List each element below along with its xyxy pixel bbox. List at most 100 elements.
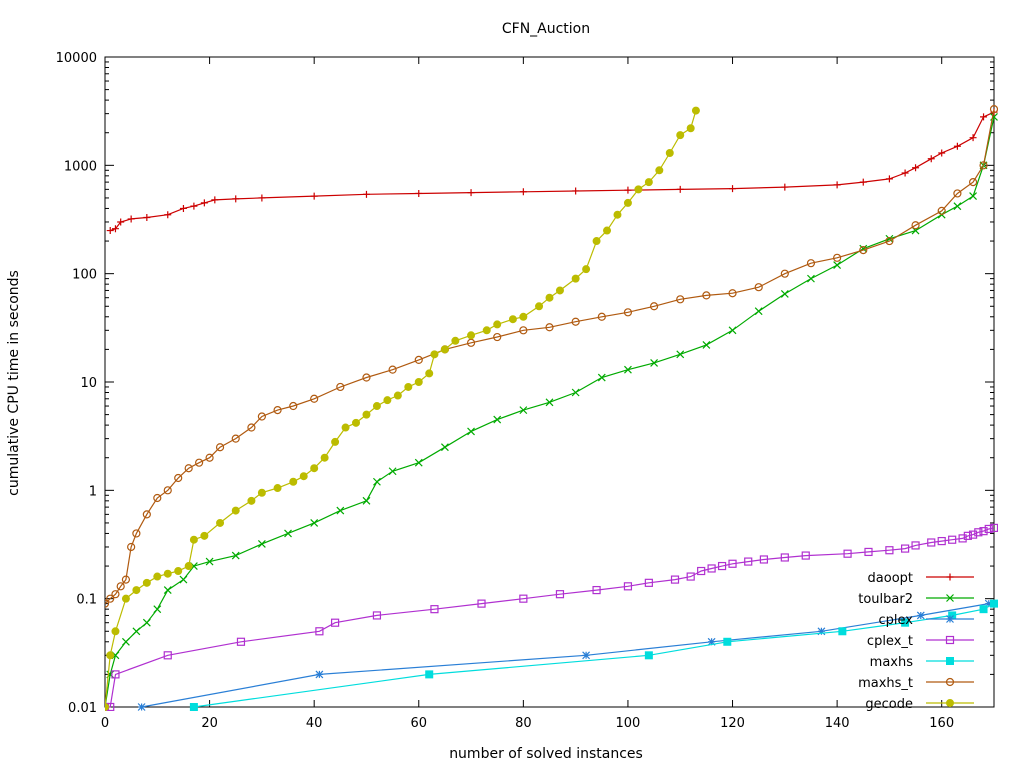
data-point-toulbar2 [362, 496, 371, 505]
data-point-maxhs [901, 618, 910, 627]
data-point-gecode [352, 418, 361, 427]
data-point-maxhs_t [649, 302, 659, 311]
data-point-cplex_t [477, 599, 486, 608]
data-point-maxhs_t [545, 323, 554, 332]
data-point-gecode [644, 178, 653, 187]
data-point-daoopt [912, 164, 920, 172]
data-point-maxhs_t [911, 221, 920, 230]
series-line-maxhs_t [105, 109, 995, 605]
data-point-cplex_t [686, 572, 695, 581]
data-point-daoopt [143, 213, 151, 221]
data-point-gecode [535, 302, 544, 311]
data-point-daoopt [211, 196, 219, 204]
data-point-cplex [315, 670, 324, 679]
data-point-maxhs_t [597, 312, 606, 321]
data-point-cplex_t [372, 611, 382, 620]
data-point-gecode [310, 464, 319, 473]
data-point-daoopt [980, 113, 988, 121]
x-tick-label: 140 [825, 716, 850, 731]
legend-marker-daoopt [946, 573, 954, 581]
series-line-cplex [141, 603, 989, 708]
data-point-maxhs_t [111, 590, 120, 599]
data-point-daoopt [106, 227, 114, 235]
chart-title: CFN_Auction [502, 21, 590, 37]
data-point-maxhs_t [623, 308, 633, 317]
legend-marker-cplex_t [945, 635, 955, 645]
series-gecode [105, 106, 700, 711]
data-point-daoopt [676, 185, 684, 193]
series-line-toulbar2 [105, 116, 995, 708]
x-tick-label: 80 [515, 716, 532, 731]
data-point-gecode [634, 185, 643, 194]
data-point-maxhs_t [676, 295, 685, 304]
data-point-cplex_t [111, 670, 120, 679]
legend-marker-gecode [946, 699, 954, 707]
data-point-maxhs_t [116, 582, 125, 591]
data-point-gecode [582, 265, 591, 274]
legend-marker-cplex [946, 615, 954, 623]
data-point-gecode [545, 293, 554, 302]
data-point-gecode [106, 651, 115, 660]
data-point-cplex_t [989, 523, 998, 533]
data-point-daoopt [781, 183, 789, 191]
data-point-gecode [451, 336, 460, 345]
data-point-maxhs [979, 605, 988, 614]
data-point-maxhs_t [989, 105, 998, 114]
series-maxhs [189, 599, 998, 711]
data-point-cplex_t [330, 618, 340, 627]
y-axis-label: cumulative CPU time in seconds [6, 270, 22, 496]
data-point-gecode [174, 567, 183, 576]
data-point-maxhs_t [519, 326, 528, 335]
series-maxhs_t [105, 105, 998, 608]
series-cplex [137, 599, 993, 711]
data-point-gecode [414, 378, 423, 386]
data-point-daoopt [519, 188, 527, 196]
data-point-daoopt [127, 215, 135, 223]
data-point-toulbar2 [650, 358, 659, 367]
data-point-toulbar2 [885, 234, 894, 243]
data-point-cplex_t [885, 546, 894, 555]
data-point-gecode [216, 518, 225, 527]
data-point-cplex [137, 703, 146, 711]
data-point-cplex_t [974, 528, 983, 537]
data-point-maxhs_t [388, 365, 397, 374]
data-point-toulbar2 [702, 340, 711, 349]
data-point-cplex_t [958, 534, 967, 543]
data-point-gecode [676, 131, 685, 140]
series-line-daoopt [109, 111, 995, 232]
data-point-daoopt [258, 194, 266, 202]
data-point-toulbar2 [388, 467, 397, 476]
data-point-maxhs_t [362, 373, 371, 382]
data-point-maxhs_t [979, 161, 988, 170]
data-point-maxhs [644, 651, 653, 660]
data-point-cplex_t [555, 590, 565, 599]
x-tick-label: 20 [201, 716, 218, 731]
data-point-maxhs_t [937, 206, 946, 215]
data-point-toulbar2 [728, 326, 737, 335]
data-point-toulbar2 [205, 557, 214, 566]
data-point-gecode [163, 569, 172, 578]
data-point-maxhs_t [105, 599, 110, 608]
data-point-cplex_t [717, 561, 727, 571]
data-point-toulbar2 [373, 477, 381, 486]
data-point-maxhs_t [571, 317, 580, 326]
data-point-cplex_t [948, 535, 957, 544]
data-point-maxhs_t [806, 259, 816, 268]
data-point-cplex [916, 611, 925, 620]
data-point-cplex_t [979, 527, 988, 536]
data-point-cplex_t [430, 605, 439, 614]
plot-frame [104, 56, 995, 708]
data-point-cplex_t [780, 553, 789, 562]
data-point-maxhs_t [780, 269, 789, 278]
data-point-gecode [142, 578, 151, 587]
data-point-gecode [247, 496, 256, 505]
data-point-gecode [467, 331, 476, 340]
y-tick-label: 10 [80, 376, 97, 391]
data-point-gecode [289, 477, 298, 486]
data-point-gecode [132, 586, 141, 595]
data-point-daoopt [415, 189, 423, 197]
data-point-toulbar2 [440, 443, 449, 452]
data-point-maxhs_t [754, 283, 763, 292]
data-point-cplex_t [801, 551, 810, 560]
